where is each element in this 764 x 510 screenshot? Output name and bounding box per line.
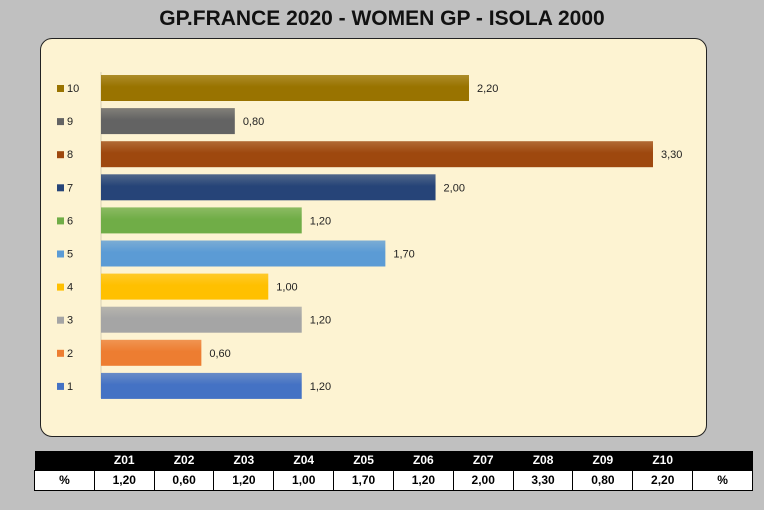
table-header-cell [34,451,95,470]
bar-8 [101,141,653,168]
bar-6 [101,207,302,234]
table-header-cell: Z08 [513,451,573,470]
legend-label: 4 [67,282,73,294]
value-label: 1,20 [310,381,331,393]
table-header-cell: Z01 [94,451,155,470]
table-header-cell: Z06 [393,451,454,470]
bar-5 [101,240,386,267]
value-label: 1,20 [310,315,331,327]
legend-marker [57,151,64,159]
legend-label: 5 [67,249,73,261]
table-header-cell: Z09 [572,451,633,470]
table-value-row: % 1,20 0,60 1,20 1,00 1,70 1,20 2,00 3,30 0,80 2,2… [34,469,753,491]
bar-chart: 1,20 1 0,60 2 1,20 3 1,00 4 1,70 5 1,20 6 2,00 7 3,30 8… [57,72,682,399]
table-value-cell: % [692,469,753,491]
value-label: 1,20 [310,215,331,227]
table-value-cell: 0,80 [572,469,634,491]
value-label: 1,70 [393,249,414,261]
value-label: 1,00 [276,282,297,294]
legend-label: 9 [67,116,73,128]
value-label: 2,20 [477,83,498,95]
value-label: 3,30 [661,149,682,161]
value-label: 2,00 [444,182,465,194]
legend-marker [57,85,64,92]
value-label: 0,80 [243,116,264,128]
bar-4 [101,273,269,300]
table-value-cell: 0,60 [153,469,215,491]
table-header-row: Z01 Z02 Z03 Z04 Z05 Z06 Z07 Z08 Z09 Z10 [34,451,753,470]
table-header-cell: Z10 [632,451,693,470]
table-value-cell: 1,20 [392,469,454,491]
table-header-cell: Z03 [213,451,274,470]
legend-label: 6 [67,215,73,227]
data-table: Z01 Z02 Z03 Z04 Z05 Z06 Z07 Z08 Z09 Z10 % 1,20 0,60… [34,451,753,491]
bar-7 [101,174,436,201]
legend-marker [57,349,64,357]
legend-label: 8 [67,149,73,161]
table-value-cell: 1,20 [93,469,155,491]
legend-marker [57,217,64,225]
bar-9 [101,108,235,135]
legend-marker [57,382,64,390]
table-value-cell: 1,70 [333,469,394,491]
table-header-cell: Z05 [333,451,394,470]
table-header-cell: Z04 [273,451,334,470]
table-value-cell: % [34,469,95,491]
legend-marker [57,118,64,126]
legend-label: 3 [67,315,73,327]
legend-label: 10 [67,83,79,95]
chart-title: GP.FRANCE 2020 - WOMEN GP - ISOLA 2000 [159,7,605,30]
chart-panel [40,38,707,437]
table-header-cell: Z02 [154,451,214,470]
bar-1 [101,372,302,399]
table-value-cell: 3,30 [512,469,574,491]
legend-label: 2 [67,348,73,360]
legend-marker [57,283,64,291]
legend-marker [57,184,64,192]
table-value-cell: 1,00 [273,469,335,491]
table-value-cell: 2,20 [632,469,694,491]
legend-marker [57,316,64,324]
table-value-cell: 2,00 [452,469,514,491]
table-header-cell: Z07 [453,451,514,470]
bar-10 [101,75,469,101]
bar-2 [101,339,202,366]
table-header-cell [692,451,753,470]
legend-label: 1 [67,381,73,393]
table-value-cell: 1,20 [213,469,275,491]
bar-3 [101,306,302,333]
legend-marker [57,250,64,258]
value-label: 0,60 [209,348,230,360]
legend-label: 7 [67,182,73,194]
